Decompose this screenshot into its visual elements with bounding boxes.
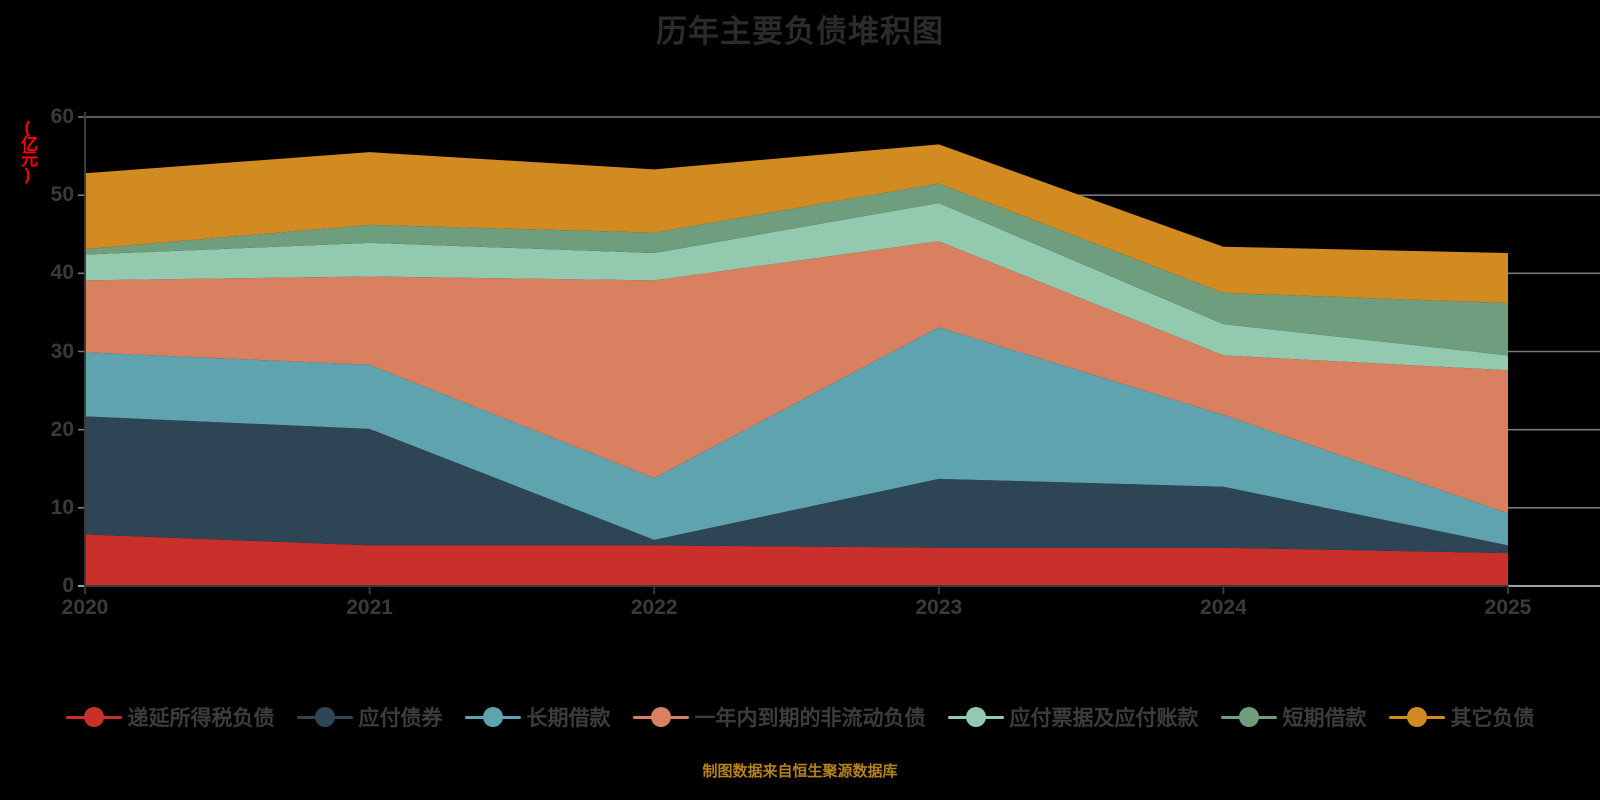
legend-item-1[interactable]: 递延所得税负债: [65, 702, 275, 732]
y-tick-label: 10: [50, 495, 74, 519]
y-axis-ticks: 0 10 20 30 40 50 60: [0, 95, 74, 605]
legend-label: 一年内到期的非流动负债: [694, 707, 926, 730]
chart-legend: 递延所得税负债 应付债券 长期借款 一年内到期的非流动负债 应付票据及应付账款 短期借款 其…: [0, 697, 1600, 737]
y-tick-label: 60: [50, 105, 74, 128]
x-tick-label: 2020: [61, 596, 109, 619]
x-axis-ticks: 2020 2021 2022 2023 2024 2025: [0, 596, 1600, 632]
page-title: 历年主要负债堆积图: [656, 14, 944, 49]
legend-item-5[interactable]: 应付票据及应付账款: [947, 702, 1199, 732]
y-tick-label: 50: [50, 183, 74, 207]
y-tick-label: 20: [50, 417, 74, 441]
legend-item-3[interactable]: 长期借款: [464, 702, 611, 732]
legend-label: 递延所得税负债: [127, 707, 275, 730]
legend-item-7[interactable]: 其它负债: [1388, 702, 1535, 732]
legend-marker-icon: [1388, 706, 1445, 728]
legend-marker-icon: [464, 706, 521, 728]
y-tick-label: 0: [62, 574, 74, 597]
legend-item-4[interactable]: 一年内到期的非流动负债: [632, 702, 926, 732]
area-series-2: [85, 416, 1508, 554]
x-tick-label: 2021: [346, 596, 393, 619]
area-series-5: [85, 202, 1508, 371]
y-tick-label: 30: [50, 339, 74, 363]
area-series-1: [85, 534, 1508, 586]
legend-marker-icon: [65, 706, 122, 728]
footer-note: 制图数据来自恒生聚源数据库: [702, 763, 898, 780]
y-tick-label: 40: [50, 261, 74, 285]
x-tick-label: 2023: [915, 596, 963, 619]
area-series-3: [85, 327, 1508, 546]
legend-label: 应付债券: [358, 707, 443, 730]
x-tick-label: 2022: [630, 596, 678, 619]
legend-marker-icon: [947, 706, 1004, 728]
area-series-6: [85, 183, 1508, 356]
legend-marker-icon: [632, 706, 689, 728]
legend-label: 长期借款: [526, 707, 611, 730]
legend-marker-icon: [1220, 706, 1277, 728]
legend-label: 其它负债: [1450, 707, 1535, 730]
legend-item-2[interactable]: 应付债券: [296, 702, 443, 732]
area-series-4: [85, 241, 1508, 514]
y-axis-title: (亿元): [18, 118, 37, 182]
plot-area: [0, 95, 1600, 605]
legend-label: 短期借款: [1282, 707, 1367, 730]
x-tick-label: 2025: [1484, 596, 1532, 619]
stacked-area-svg: [78, 112, 1600, 594]
legend-label: 应付票据及应付账款: [1009, 707, 1199, 730]
x-tick-label: 2024: [1200, 596, 1247, 619]
legend-marker-icon: [296, 706, 353, 728]
legend-item-6[interactable]: 短期借款: [1220, 702, 1367, 732]
area-series-7: [85, 144, 1508, 304]
